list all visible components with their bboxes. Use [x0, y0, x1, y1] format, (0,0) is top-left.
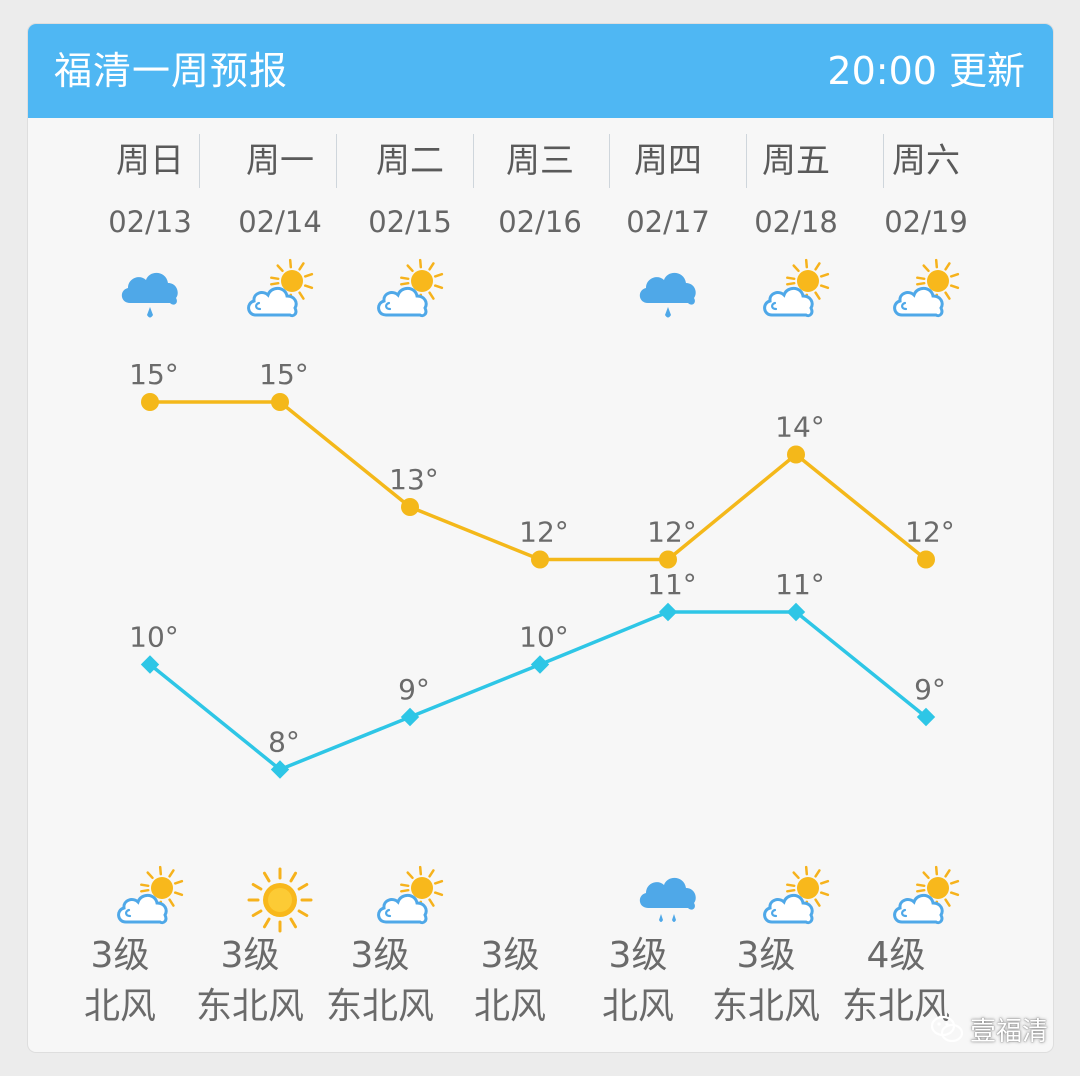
- wind-direction: 东北风: [195, 986, 304, 1027]
- wind-level: 3级: [480, 935, 540, 976]
- weekday-label: 周六: [892, 141, 960, 181]
- column-divider: [336, 134, 337, 188]
- partly-cloudy-icon: [374, 864, 446, 936]
- partly-cloudy-icon: [890, 257, 962, 329]
- watermark: 壹福清: [930, 1010, 1048, 1048]
- wind-level: 3级: [90, 935, 150, 976]
- wind-direction: 北风: [601, 986, 674, 1027]
- date-label: 02/16: [498, 205, 582, 239]
- partly-cloudy-icon: [114, 864, 186, 936]
- column-divider: [199, 134, 200, 188]
- wind-direction: 东北风: [841, 986, 950, 1027]
- wind-direction: 北风: [473, 986, 546, 1027]
- date-label: 02/13: [108, 205, 192, 239]
- forecast-title: 福清一周预报: [54, 49, 289, 93]
- partly-cloudy-icon: [890, 864, 962, 936]
- wechat-icon: [930, 1014, 964, 1044]
- partly-cloudy-icon: [760, 257, 832, 329]
- column-divider: [609, 134, 610, 188]
- column-divider: [473, 134, 474, 188]
- sun-icon: [244, 864, 316, 936]
- date-label: 02/19: [884, 205, 968, 239]
- weekday-label: 周四: [634, 141, 702, 181]
- wind-direction: 东北风: [325, 986, 434, 1027]
- partly-cloudy-icon: [244, 257, 316, 329]
- forecast-header: 福清一周预报 20:00 更新: [28, 24, 1053, 118]
- update-time: 20:00 更新: [827, 49, 1025, 93]
- date-label: 02/14: [238, 205, 322, 239]
- rain-cloud-icon: [632, 257, 704, 329]
- date-label: 02/18: [754, 205, 838, 239]
- weekday-label: 周一: [246, 141, 314, 181]
- weekday-label: 周二: [376, 141, 444, 181]
- heavy-rain-cloud-icon: [632, 864, 704, 936]
- wind-level: 3级: [736, 935, 796, 976]
- partly-cloudy-icon: [374, 257, 446, 329]
- date-label: 02/17: [626, 205, 710, 239]
- rain-cloud-icon: [114, 257, 186, 329]
- wind-level: 3级: [350, 935, 410, 976]
- wind-level: 3级: [220, 935, 280, 976]
- date-label: 02/15: [368, 205, 452, 239]
- weekday-label: 周五: [762, 141, 830, 181]
- partly-cloudy-icon: [760, 864, 832, 936]
- wind-direction: 东北风: [711, 986, 820, 1027]
- column-divider: [746, 134, 747, 188]
- wind-level: 4级: [866, 935, 926, 976]
- wind-level: 3级: [608, 935, 668, 976]
- wind-direction: 北风: [83, 986, 156, 1027]
- column-divider: [883, 134, 884, 188]
- weekday-label: 周日: [116, 141, 184, 181]
- weekday-label: 周三: [506, 141, 574, 181]
- watermark-text: 壹福清: [970, 1016, 1049, 1047]
